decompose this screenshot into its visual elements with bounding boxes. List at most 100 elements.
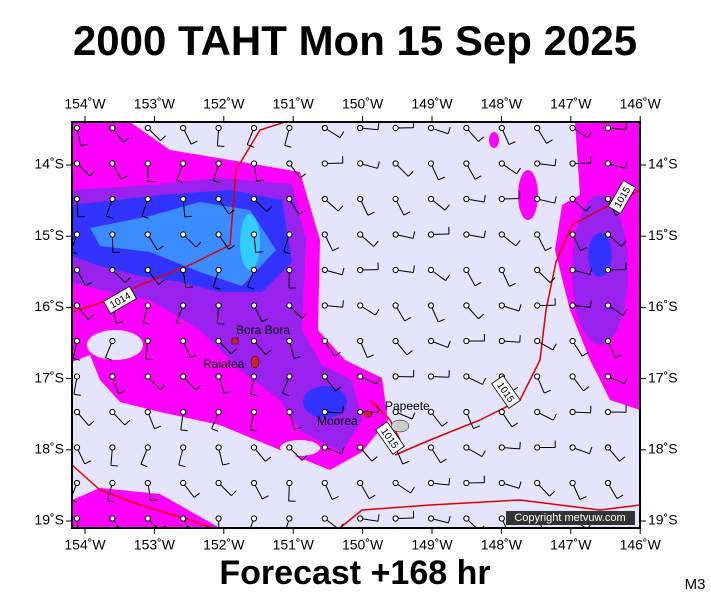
- barb-station: [534, 337, 541, 345]
- barb-station: [604, 479, 612, 487]
- barb-flag: [180, 429, 188, 432]
- isobar-label-box: [607, 179, 637, 215]
- barb-station: [427, 337, 435, 345]
- barb-flag: [190, 140, 198, 145]
- barb-station: [604, 373, 612, 380]
- barb-station: [286, 337, 293, 345]
- barb-flag: [213, 286, 221, 290]
- barb-station: [569, 266, 576, 274]
- barb-station: [357, 515, 364, 522]
- barb-flag: [256, 179, 264, 182]
- lon-label: 146˚W: [620, 96, 662, 112]
- barb-flag: [624, 377, 628, 384]
- lat-label: 17˚S: [648, 369, 678, 385]
- barb-station: [215, 515, 222, 522]
- barb-flag: [194, 384, 201, 391]
- barb-station: [641, 267, 646, 272]
- barb-flag: [339, 131, 345, 138]
- barb-station: [392, 266, 399, 274]
- barb-flag: [334, 351, 341, 357]
- barb-station: [463, 515, 470, 522]
- barb-station: [286, 195, 293, 203]
- lon-label: 146˚W: [620, 537, 662, 553]
- barb-staff: [643, 199, 651, 215]
- rain-area: [90, 202, 276, 286]
- barb-flag: [158, 279, 165, 285]
- barb-flag: [87, 314, 95, 320]
- barb-flag: [107, 499, 115, 503]
- barb-station: [534, 195, 541, 203]
- barb-station: [109, 195, 116, 203]
- barb-station: [180, 231, 187, 238]
- barb-station: [250, 337, 258, 345]
- barb-flag: [140, 463, 148, 468]
- barb-flag: [339, 523, 344, 528]
- barb-flag: [332, 247, 340, 252]
- barb-flag: [411, 412, 416, 420]
- lat-label: 14˚S: [648, 156, 678, 172]
- barb-station: [604, 195, 612, 203]
- barb-station: [180, 266, 187, 274]
- barb-flag: [88, 420, 95, 426]
- barb-flag: [154, 425, 162, 430]
- barb-station: [569, 479, 576, 487]
- lon-label: 151˚W: [273, 96, 315, 112]
- barb-station: [498, 444, 505, 451]
- barb-station: [250, 266, 258, 274]
- lon-label: 154˚W: [64, 537, 106, 553]
- barb-flag: [80, 143, 88, 147]
- barb-flag: [544, 389, 551, 394]
- barb-flag: [185, 286, 193, 289]
- barb-station: [250, 479, 258, 487]
- barb-station: [392, 124, 399, 132]
- barb-flag: [156, 245, 164, 251]
- barb-station: [109, 160, 116, 167]
- barb-station: [109, 444, 116, 451]
- barb-flag: [367, 211, 375, 216]
- barb-station: [250, 444, 258, 451]
- barb-flag: [478, 136, 484, 142]
- barb-flag: [473, 425, 481, 430]
- barb-station: [463, 337, 470, 345]
- barb-station: [427, 266, 435, 274]
- clear-area: [280, 440, 320, 456]
- lon-label: 149˚W: [411, 537, 453, 553]
- barb-flag: [213, 180, 221, 184]
- barb-station: [109, 479, 116, 487]
- barb-staff: [643, 341, 655, 355]
- barb-flag: [549, 490, 555, 497]
- barb-station: [250, 515, 258, 522]
- map-field: [72, 122, 655, 535]
- barb-flag: [402, 460, 410, 465]
- barb-station: [463, 373, 470, 380]
- lat-label: 19˚S: [34, 512, 64, 528]
- rain-area: [588, 233, 612, 277]
- isobar-label-box: [102, 285, 138, 315]
- barb-station: [286, 479, 293, 487]
- barb-flag: [546, 139, 553, 144]
- barb-flag: [228, 209, 235, 215]
- barb-flag: [509, 532, 515, 535]
- lon-label: 148˚W: [481, 537, 523, 553]
- barb-station: [463, 266, 470, 274]
- barb-flag: [554, 196, 557, 204]
- barb-station: [392, 231, 399, 238]
- barb-flag: [482, 377, 487, 385]
- barb-station: [392, 373, 399, 380]
- barb-station: [73, 302, 81, 309]
- barb-flag: [335, 386, 342, 392]
- lat-label: 19˚S: [648, 512, 678, 528]
- barb-station: [357, 302, 364, 309]
- barb-station: [180, 302, 187, 309]
- barb-station: [321, 124, 328, 132]
- barb-flag: [143, 322, 151, 326]
- barb-flag: [407, 171, 414, 177]
- barb-station: [109, 337, 116, 345]
- barb-station: [534, 160, 541, 167]
- lon-label: 148˚W: [481, 96, 523, 112]
- barb-flag: [124, 277, 131, 283]
- barb-station: [463, 479, 470, 487]
- barb-station: [321, 408, 328, 416]
- lon-label: 149˚W: [411, 96, 453, 112]
- barb-station: [498, 266, 505, 274]
